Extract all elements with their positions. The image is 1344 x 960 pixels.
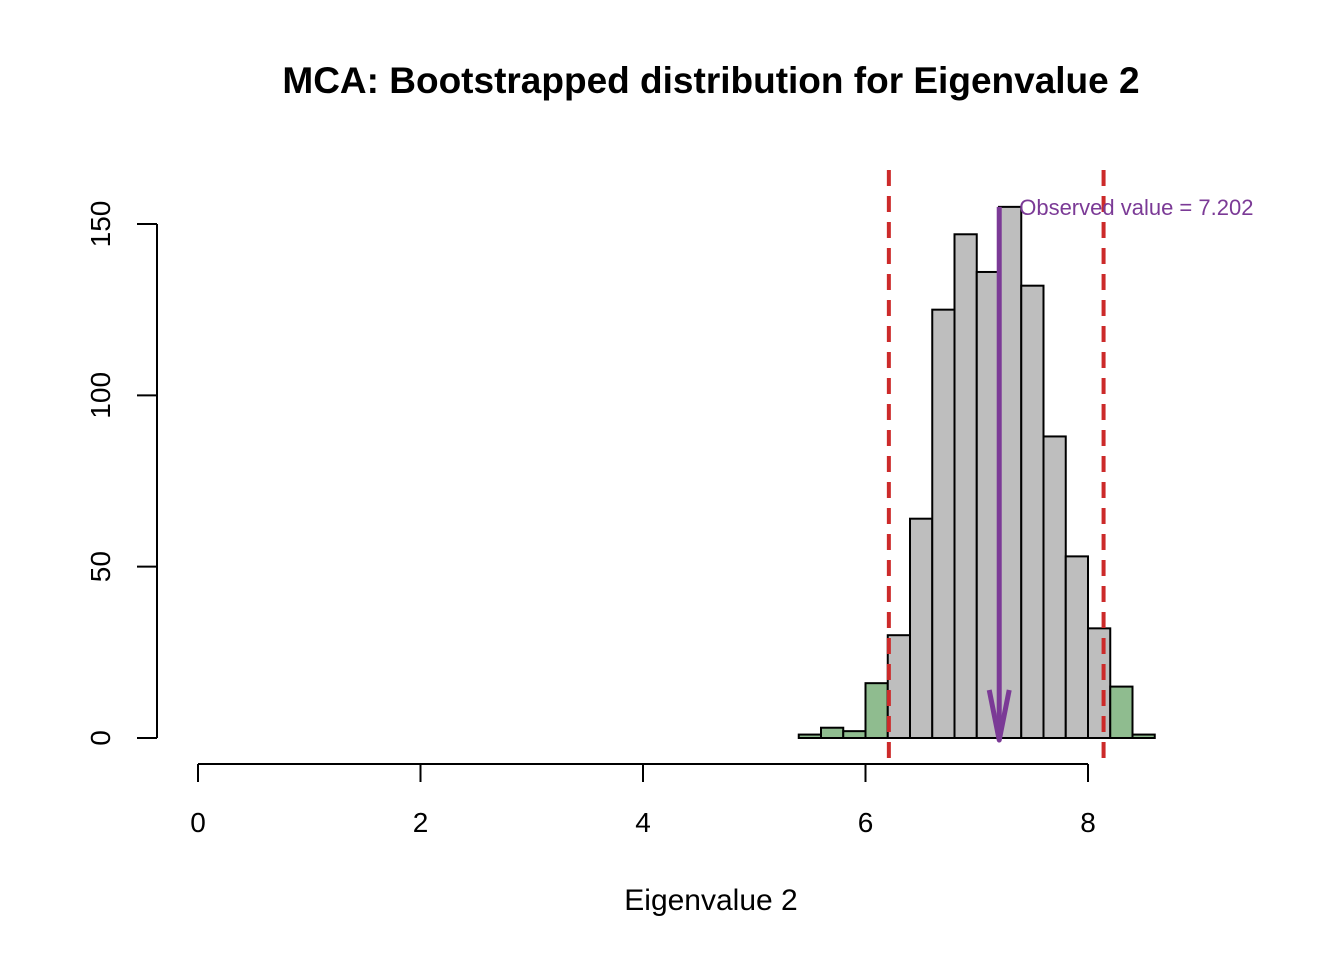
y-tick-label: 50 <box>85 551 116 582</box>
histogram-bar <box>864 682 889 739</box>
histogram-bar <box>820 726 845 739</box>
histogram-bar <box>909 517 934 739</box>
x-tick-label: 0 <box>190 807 206 838</box>
observed-value-label: Observed value = 7.202 <box>1019 195 1253 220</box>
chart-title: MCA: Bootstrapped distribution for Eigen… <box>282 60 1139 101</box>
observed-value-marker: Observed value = 7.202 <box>986 195 1253 743</box>
y-tick-label: 0 <box>85 730 116 746</box>
x-tick-label: 4 <box>635 807 651 838</box>
histogram-bar <box>931 308 956 739</box>
histogram-bars <box>797 205 1156 740</box>
x-axis-label: Eigenvalue 2 <box>624 884 797 917</box>
histogram-bar <box>1109 685 1134 739</box>
confidence-interval-lines <box>886 170 1106 765</box>
histogram-bar <box>842 730 867 740</box>
histogram-bar <box>1131 733 1156 740</box>
x-tick-label: 6 <box>858 807 874 838</box>
histogram-bar <box>998 205 1023 740</box>
histogram-bar <box>953 233 978 739</box>
histogram-bar <box>975 270 1000 739</box>
y-tick-label: 150 <box>85 201 116 248</box>
histogram-bar <box>1064 555 1089 739</box>
histogram-bar <box>886 634 911 740</box>
histogram-bar <box>1042 435 1067 739</box>
observed-value-arrowhead <box>986 689 1012 743</box>
histogram-bar <box>797 733 822 740</box>
histogram-bar <box>1020 284 1045 739</box>
y-tick-label: 100 <box>85 372 116 419</box>
x-tick-label: 8 <box>1080 807 1096 838</box>
y-axis: 0 50 100 150 <box>85 201 158 746</box>
histogram-bar <box>1087 627 1112 739</box>
x-axis: 0 2 4 6 8 <box>190 763 1096 838</box>
x-tick-label: 2 <box>413 807 429 838</box>
